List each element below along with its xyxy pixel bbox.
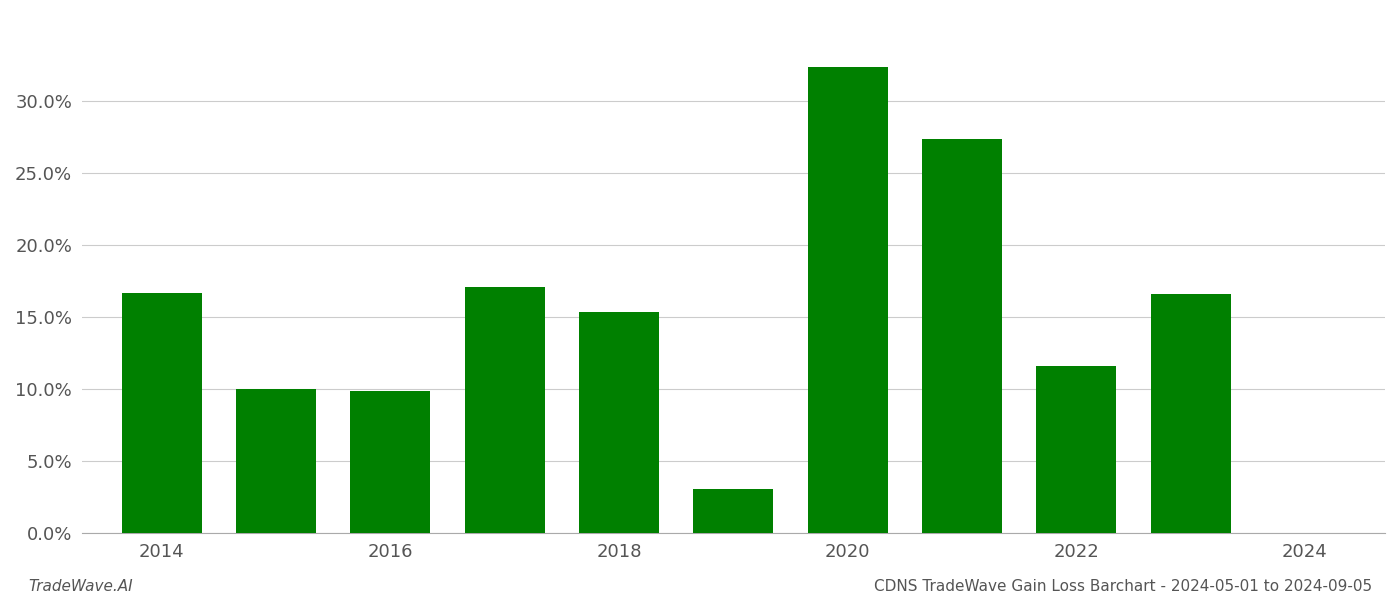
Text: TradeWave.AI: TradeWave.AI bbox=[28, 579, 133, 594]
Bar bbox=[923, 139, 1002, 533]
Bar bbox=[580, 311, 659, 533]
Bar bbox=[693, 488, 773, 533]
Text: CDNS TradeWave Gain Loss Barchart - 2024-05-01 to 2024-09-05: CDNS TradeWave Gain Loss Barchart - 2024… bbox=[874, 579, 1372, 594]
Bar bbox=[122, 293, 202, 533]
Bar bbox=[1151, 294, 1231, 533]
Bar bbox=[465, 287, 545, 533]
Bar bbox=[1036, 366, 1116, 533]
Bar bbox=[350, 391, 430, 533]
Bar bbox=[237, 389, 316, 533]
Bar bbox=[808, 67, 888, 533]
